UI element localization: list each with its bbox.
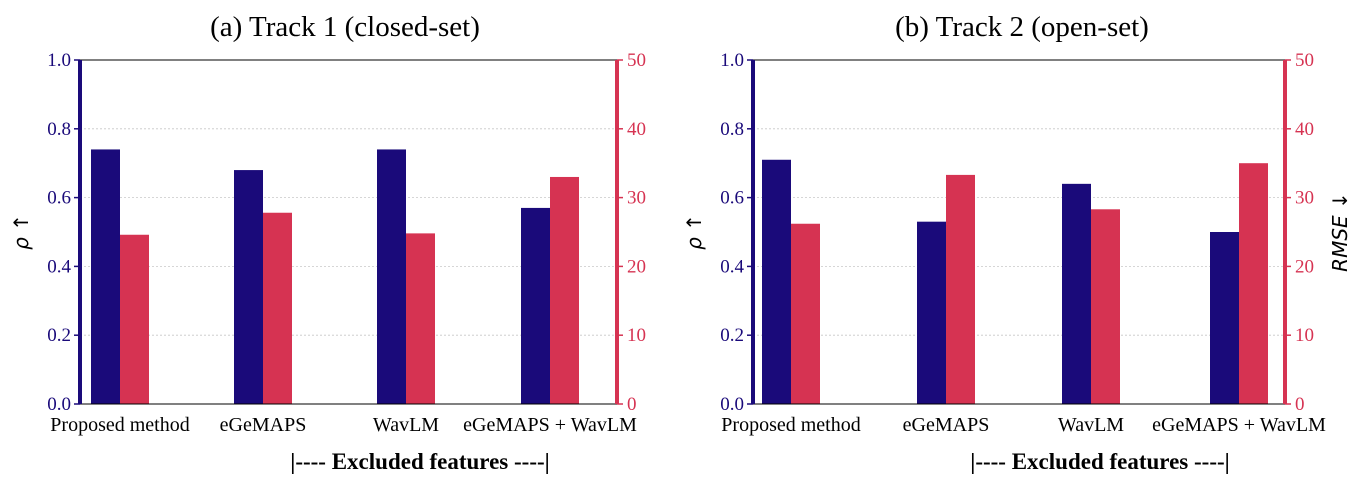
left-tick-label: 0.4 [47,256,71,277]
bar-rho-3 [1210,232,1239,404]
right-tick-label: 40 [1295,119,1314,140]
right-tick-label: 10 [627,325,646,346]
left-tick-label: 0.6 [720,188,744,209]
right-tick-label: 40 [627,119,646,140]
chart-panel-b: 0.0 0.2 0.4 0.6 0.8 1.0 0 10 20 30 40 50 Proposed me… [682,11,1352,474]
right-tick-label: 30 [1295,188,1314,209]
bar-rho-0 [762,159,791,404]
right-tick-label: 0 [1295,394,1305,415]
bar-rho-1 [234,170,263,404]
chart-title: (b) Track 2 (open-set) [895,11,1149,43]
left-tick-label: 0.0 [720,394,744,415]
category-label: Proposed method [50,414,189,436]
category-label: eGeMAPS + WavLM [1152,414,1326,436]
right-tick-label: 0 [627,394,637,415]
chart-title: (a) Track 1 (closed-set) [210,11,480,43]
left-tick-label: 0.0 [47,394,71,415]
left-tick-label: 0.2 [47,325,71,346]
y-axis-left-label: ρ ↑ [682,214,706,250]
y-axis-left-label: ρ ↑ [9,214,33,250]
left-tick-label: 0.8 [720,119,744,140]
category-label: Proposed method [721,414,860,436]
left-tick-label: 0.2 [720,325,744,346]
x-axis-label: |---- Excluded features ----| [290,449,549,474]
right-tick-label: 10 [1295,325,1314,346]
x-axis-label: |---- Excluded features ----| [970,449,1229,474]
category-label: WavLM [373,414,439,436]
category-label: eGeMAPS [903,414,990,436]
bar-rho-2 [377,149,406,404]
category-label: eGeMAPS [220,414,307,436]
right-tick-label: 50 [1295,50,1314,71]
chart-panel-a: 0.0 0.2 0.4 0.6 0.8 1.0 0 10 20 30 40 50 Proposed me… [9,11,646,474]
right-tick-label: 20 [1295,256,1314,277]
bar-rmse-0 [120,234,149,404]
left-tick-label: 0.8 [47,119,71,140]
bar-rho-3 [521,207,550,404]
left-tick-label: 1.0 [720,50,744,71]
left-tick-label: 1.0 [47,50,71,71]
category-label: eGeMAPS + WavLM [463,414,637,436]
right-tick-label: 20 [627,256,646,277]
right-tick-label: 50 [627,50,646,71]
bar-rmse-2 [406,233,435,404]
bar-rmse-3 [1239,163,1268,404]
category-label: WavLM [1058,414,1124,436]
bar-rmse-3 [550,176,579,404]
bar-rmse-1 [263,212,292,404]
bar-rmse-2 [1091,209,1120,404]
bar-rmse-1 [946,174,975,404]
left-tick-label: 0.6 [47,188,71,209]
bar-rmse-0 [791,223,820,404]
y-axis-right-label: RMSE ↓ [1328,192,1352,272]
right-tick-label: 30 [627,188,646,209]
bar-rho-2 [1062,183,1091,404]
bar-rho-1 [917,221,946,404]
left-tick-label: 0.4 [720,256,744,277]
bar-rho-0 [91,149,120,404]
